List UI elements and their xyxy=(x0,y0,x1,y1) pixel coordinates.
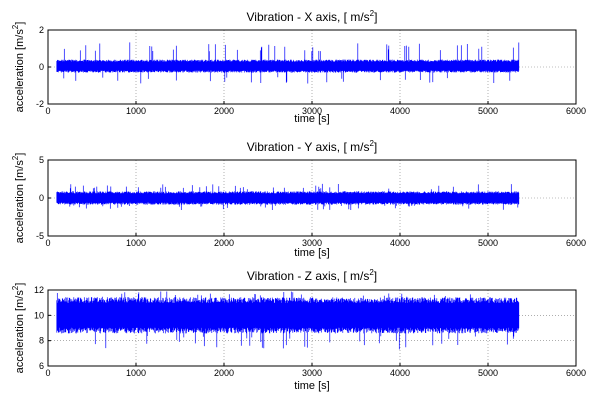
x-tick-label: 1000 xyxy=(126,368,146,378)
x-tick-label: 6000 xyxy=(566,238,586,248)
panel-x-axis: Vibration - X axis, [ m/s2] 0 1000 2000 300… xyxy=(11,9,586,125)
panel-z-title: Vibration - Z axis, [ m/s2] xyxy=(247,268,377,283)
panel-y-ylabel: acceleration [m/s2] xyxy=(11,153,26,244)
x-tick-label: 4000 xyxy=(390,106,410,116)
panel-z-xlabel: time [s] xyxy=(294,380,329,392)
y-tick-label: -5 xyxy=(36,231,44,241)
panel-x-ylabel: acceleration [m/s2] xyxy=(11,22,26,113)
panel-z-ylabel: acceleration [m/s2] xyxy=(11,283,26,374)
x-tick-label: 4000 xyxy=(390,368,410,378)
y-tick-label: 10 xyxy=(34,310,44,320)
panel-y-xlabel: time [s] xyxy=(294,247,329,259)
y-tick-label: 8 xyxy=(39,336,44,346)
vibration-series-y xyxy=(56,183,520,210)
x-tick-label: 3000 xyxy=(302,238,322,248)
x-tick-label: 3000 xyxy=(302,106,322,116)
plot-frame xyxy=(47,29,577,105)
y-tick-label: 6 xyxy=(39,361,44,371)
panel-y-axis: Vibration - Y axis, [ m/s2] 0 1000 2000 300… xyxy=(11,139,586,259)
x-tick-label: 5000 xyxy=(478,368,498,378)
x-tick-label: 2000 xyxy=(214,238,234,248)
x-tick-label: 5000 xyxy=(478,106,498,116)
y-tick-label: -2 xyxy=(36,99,44,109)
y-tick-label: 5 xyxy=(39,155,44,165)
panel-x-xticks: 0 1000 2000 3000 4000 5000 6000 xyxy=(45,101,586,116)
x-tick-label: 0 xyxy=(45,368,50,378)
x-tick-label: 6000 xyxy=(566,106,586,116)
vibration-series-z xyxy=(56,291,520,350)
x-tick-label: 0 xyxy=(45,238,50,248)
plot-frame xyxy=(47,289,577,367)
x-tick-label: 2000 xyxy=(214,368,234,378)
panel-y-title: Vibration - Y axis, [ m/s2] xyxy=(247,139,378,154)
x-tick-label: 1000 xyxy=(126,106,146,116)
panel-x-series xyxy=(56,42,520,84)
x-tick-label: 2000 xyxy=(214,106,234,116)
plot-frame xyxy=(47,159,577,237)
x-tick-label: 0 xyxy=(45,106,50,116)
panel-x-title: Vibration - X axis, [ m/s2] xyxy=(247,9,378,24)
x-tick-label: 4000 xyxy=(390,238,410,248)
x-tick-label: 6000 xyxy=(566,368,586,378)
y-tick-label: 2 xyxy=(39,25,44,35)
y-tick-label: 0 xyxy=(39,62,44,72)
panel-x-xlabel: time [s] xyxy=(294,113,329,125)
x-tick-label: 1000 xyxy=(126,238,146,248)
y-tick-label: 0 xyxy=(39,193,44,203)
panel-y-series xyxy=(56,183,520,210)
y-tick-label: 12 xyxy=(34,285,44,295)
panel-z-series xyxy=(56,291,520,350)
panel-z-axis: Vibration - Z axis, [ m/s2] 0 1000 2000 300… xyxy=(11,268,586,392)
vibration-series-x xyxy=(56,42,520,84)
x-tick-label: 3000 xyxy=(302,368,322,378)
x-tick-label: 5000 xyxy=(478,238,498,248)
